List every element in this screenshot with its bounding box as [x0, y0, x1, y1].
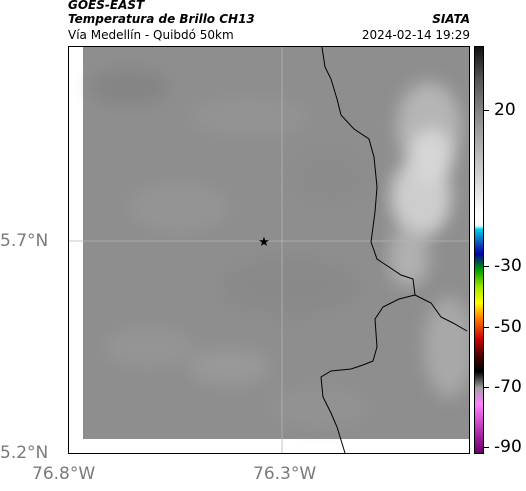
colorbar-label-20: 20 [494, 100, 516, 120]
map-canvas: ★ [69, 47, 469, 453]
product-title: Temperatura de Brillo CH13 [68, 12, 255, 26]
brand-label: SIATA [432, 12, 470, 26]
colorbar-label--50: -50 [494, 317, 522, 337]
lon-label-76.3: 76.3°W [253, 464, 317, 484]
colorbar-label--30: -30 [494, 256, 522, 276]
star-icon: ★ [258, 235, 270, 250]
colorbar-tick--30 [484, 266, 489, 267]
colorbar-tick-20 [484, 110, 489, 111]
satellite-title: GOES-EAST [68, 0, 145, 12]
department-border-south [320, 294, 416, 453]
cloud-texture [89, 69, 369, 427]
colorbar-label--90: -90 [494, 437, 522, 457]
lat-label-5.2: 5.2°N [0, 443, 49, 463]
colorbar [474, 46, 484, 454]
bright-cloud-band [389, 82, 469, 397]
lon-label-76.8: 76.8°W [32, 464, 96, 484]
department-border [321, 47, 468, 332]
colorbar-label--70: -70 [494, 377, 522, 397]
route-subtitle: Vía Medellín - Quibdó 50km [68, 28, 234, 42]
lat-label-5.7: 5.7°N [0, 231, 49, 251]
colorbar-tick--50 [484, 327, 489, 328]
colorbar-tick--90 [484, 447, 489, 448]
datetime-label: 2024-02-14 19:29 [361, 28, 470, 42]
satellite-map[interactable]: ★ [68, 46, 470, 454]
colorbar-tick--70 [484, 387, 489, 388]
